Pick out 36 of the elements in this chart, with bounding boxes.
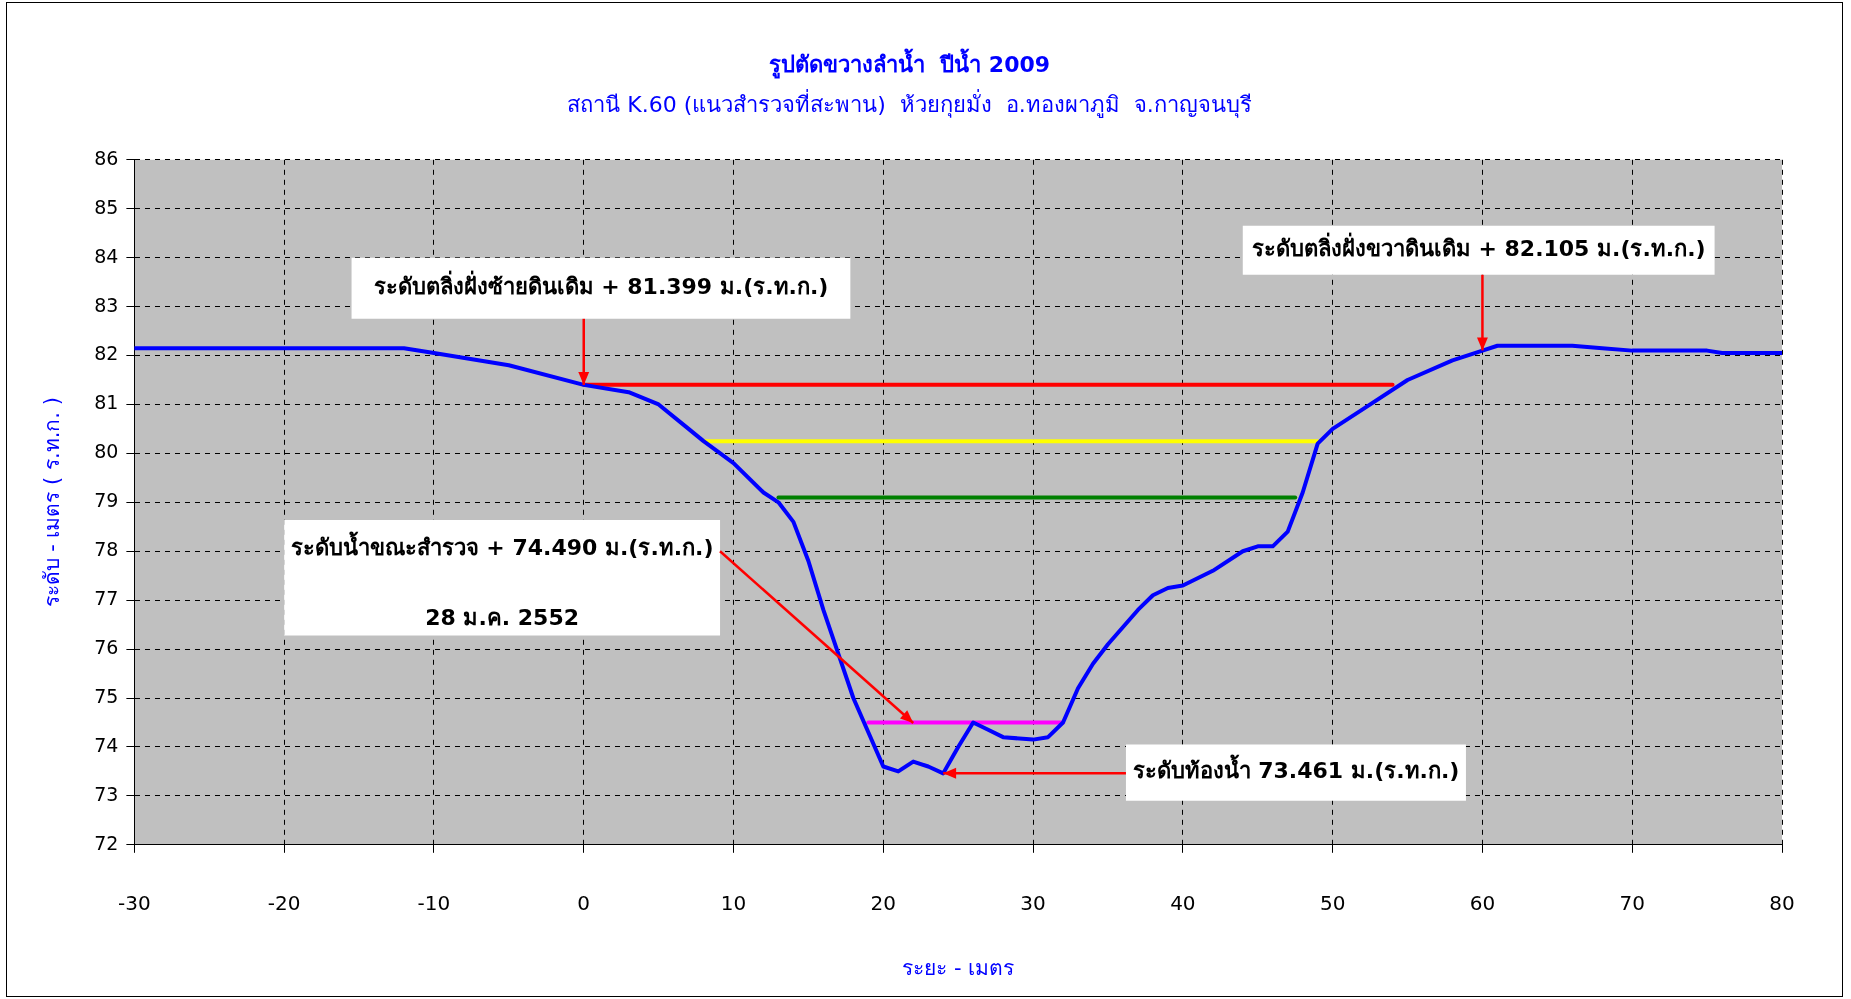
y-tick-label: 85 <box>94 195 119 218</box>
x-tick-label: -10 <box>417 891 451 915</box>
y-tick-label: 83 <box>94 293 119 316</box>
y-axis-title: ระดับ - เมตร ( ร.ท.ก. ) <box>40 397 65 608</box>
y-tick-label: 86 <box>94 146 119 169</box>
annotation: ระดับท้องน้ำ 73.461 ม.(ร.ท.ก.) <box>1132 754 1460 784</box>
x-tick-label: 50 <box>1319 891 1346 915</box>
chart-title: รูปตัดขวางลำน้ำ ปีน้ำ 2009 <box>768 47 1051 79</box>
y-tick-label: 79 <box>94 489 119 512</box>
x-tick-label: 30 <box>1020 891 1046 915</box>
y-tick-label: 73 <box>94 782 119 805</box>
y-tick-label: 78 <box>94 538 119 561</box>
y-tick-label: 77 <box>94 587 119 610</box>
y-tick-label: 74 <box>94 733 119 756</box>
x-tick-label: 60 <box>1469 891 1496 915</box>
x-axis-title: ระยะ - เมตร <box>902 955 1015 980</box>
x-tick-label: 20 <box>870 891 897 915</box>
y-tick-label: 84 <box>94 244 119 267</box>
x-tick-label: 40 <box>1170 891 1196 915</box>
x-tick-label: 70 <box>1619 891 1645 915</box>
annotation: ระดับน้ำขณะสำรวจ + 74.490 ม.(ร.ท.ก.) <box>290 530 714 560</box>
x-tick-label: 80 <box>1769 891 1795 915</box>
y-tick-label: 82 <box>94 342 119 365</box>
annotation: ระดับตลิ่งฝั่งขวาดินเดิม + 82.105 ม.(ร.ท.ก.) <box>1251 232 1706 262</box>
x-tick-label: 10 <box>720 891 747 915</box>
x-tick-label: -30 <box>118 891 151 915</box>
annotation: 28 ม.ค. 2552 <box>425 605 580 631</box>
y-tick-label: 76 <box>94 636 119 659</box>
chart-subtitle: สถานี K.60 (แนวสำรวจที่สะพาน) ห้วยกุยมั่ง อ.ทองผาภูมิ จ.กาญจนบุรี <box>567 89 1252 119</box>
y-tick-label: 80 <box>94 440 119 463</box>
x-tick-label: 0 <box>577 891 591 915</box>
annotation: ระดับตลิ่งฝั่งซ้ายดินเดิม + 81.399 ม.(ร.ท.ก.) <box>373 269 829 299</box>
x-tick-label: -20 <box>267 891 301 915</box>
y-tick-label: 72 <box>94 831 119 854</box>
y-tick-label: 75 <box>94 684 119 707</box>
y-tick-label: 81 <box>94 391 119 414</box>
